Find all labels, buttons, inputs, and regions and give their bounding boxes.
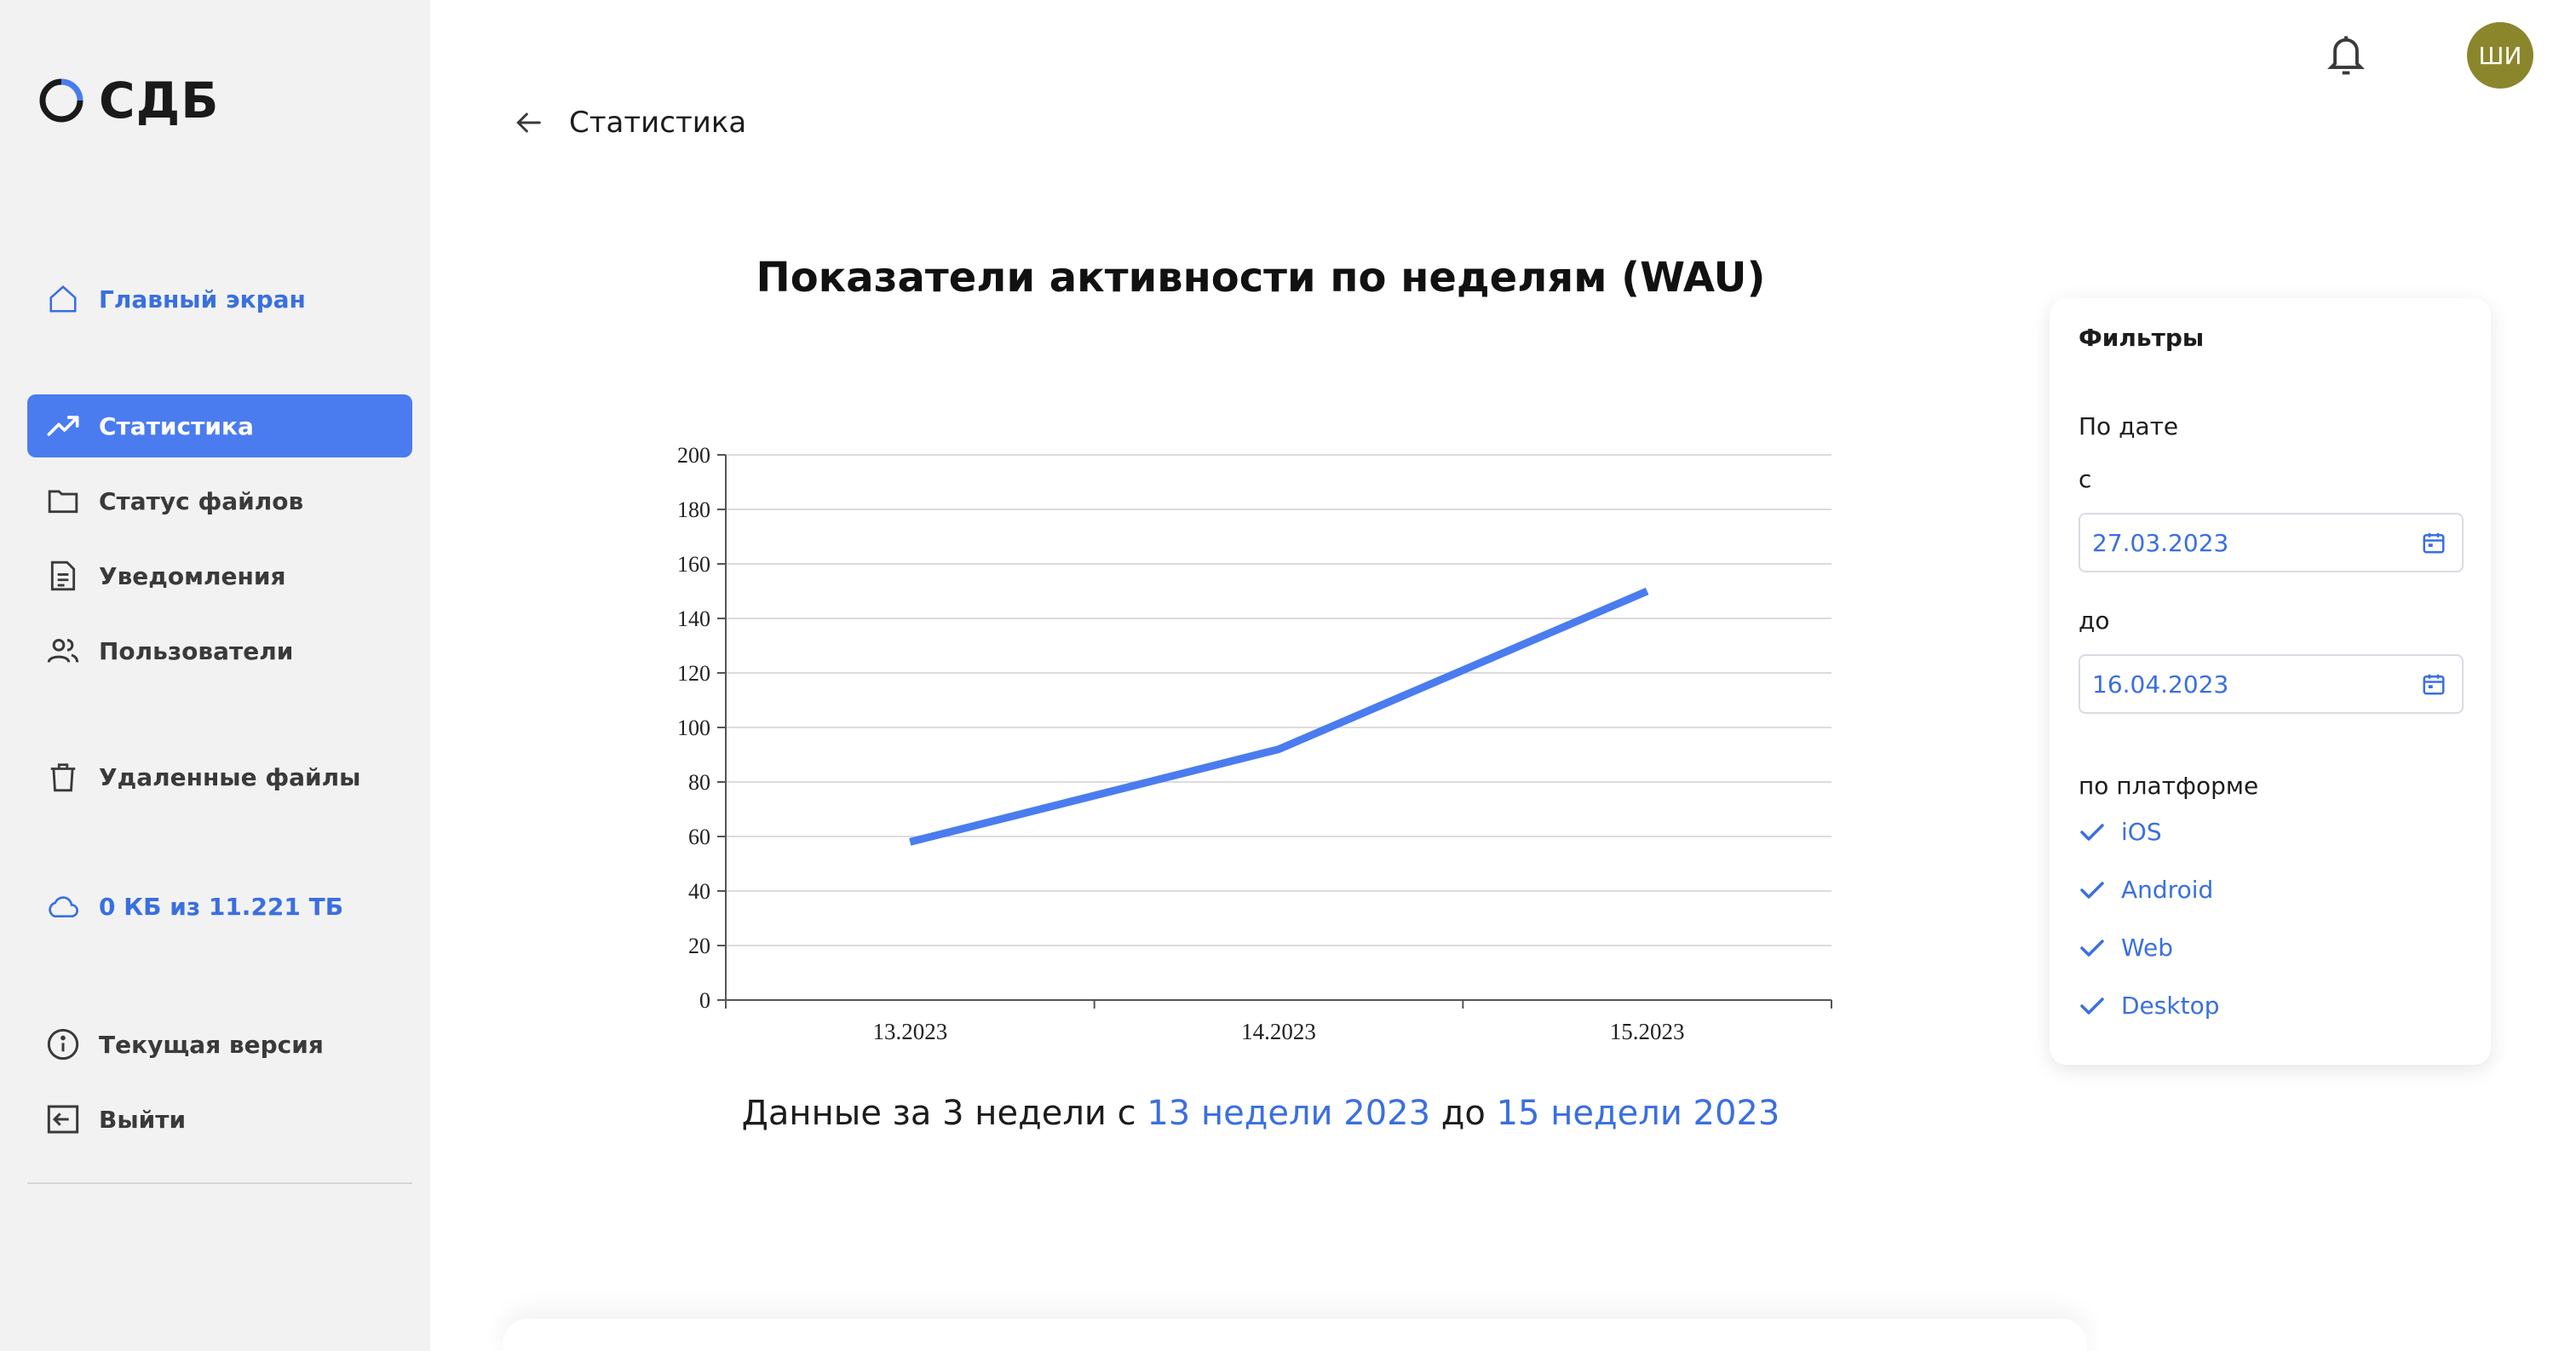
y-tick-label: 100: [677, 716, 710, 740]
platform-label: Web: [2121, 934, 2174, 962]
document-icon: [46, 559, 80, 593]
cloud-icon: [46, 889, 80, 923]
wau-line-chart: 0 20 40 60 80 100 120 140 160 180 200 13.2023 14.202…: [677, 443, 1832, 1044]
y-tick-label: 180: [677, 497, 710, 522]
calendar-icon[interactable]: [2421, 530, 2447, 555]
date-to-value: 16.04.2023: [2092, 670, 2229, 698]
sidebar-item-users[interactable]: Пользователи: [27, 619, 412, 682]
sidebar-item-logout[interactable]: Выйти: [27, 1088, 412, 1151]
sidebar-item-label: Удаленные файлы: [99, 762, 361, 791]
filters-panel: Фильтры По дате с 27.03.2023 до 16.04.20…: [2050, 298, 2491, 1065]
sidebar-item-label: Пользователи: [99, 636, 294, 665]
y-tick-label: 120: [677, 661, 710, 686]
info-icon: [46, 1027, 80, 1061]
y-tick-label: 0: [699, 988, 710, 1013]
check-icon: [2080, 823, 2104, 841]
sidebar-item-label: Статус файлов: [99, 486, 304, 515]
y-tick-label: 20: [688, 934, 710, 958]
platform-android-option[interactable]: Android: [2079, 876, 2213, 904]
sidebar-item-home[interactable]: Главный экран: [27, 267, 412, 331]
platform-web-option[interactable]: Web: [2079, 934, 2173, 962]
chart-title: Показатели активности по неделям (WAU): [756, 254, 1766, 302]
page-title: Статистика: [569, 106, 747, 140]
calendar-icon[interactable]: [2421, 671, 2447, 697]
summary-text: Данные за 3 недели с: [741, 1094, 1147, 1133]
sidebar-item-label: Уведомления: [99, 561, 286, 590]
sidebar-item-label: Главный экран: [99, 285, 306, 313]
filter-by-platform-label: по платформе: [2079, 772, 2259, 800]
avatar-initials: ШИ: [2478, 41, 2522, 70]
summary-from-link[interactable]: 13 недели 2023: [1147, 1094, 1431, 1133]
platform-desktop-option[interactable]: Desktop: [2079, 992, 2219, 1020]
back-button[interactable]: Статистика: [511, 106, 746, 140]
date-from-label: с: [2079, 465, 2092, 493]
sidebar-divider: [27, 1182, 412, 1184]
filter-by-date-label: По дате: [2079, 412, 2179, 440]
sidebar: СДБ Главный экран Статистика Статус файл…: [0, 0, 430, 1351]
notifications-button[interactable]: [2324, 31, 2368, 78]
sidebar-item-label: Выйти: [99, 1105, 187, 1134]
chart-summary: Данные за 3 недели с 13 недели 2023 до 1…: [647, 1094, 1874, 1133]
logo[interactable]: СДБ: [37, 72, 219, 129]
sidebar-item-deleted-files[interactable]: Удаленные файлы: [27, 745, 412, 808]
storage-usage: 0 КБ из 11.221 ТБ: [27, 875, 412, 938]
arrow-left-icon: [516, 112, 541, 133]
logo-icon: [39, 78, 83, 123]
x-tick-label: 15.2023: [1610, 1019, 1685, 1044]
trending-up-icon: [46, 409, 80, 443]
y-tick-label: 160: [677, 552, 710, 577]
sidebar-item-file-status[interactable]: Статус файлов: [27, 469, 412, 532]
date-to-field[interactable]: 16.04.2023: [2079, 654, 2464, 714]
sidebar-item-label: Текущая версия: [99, 1030, 324, 1059]
sidebar-item-current-version[interactable]: Текущая версия: [27, 1013, 412, 1076]
bell-icon: [2327, 36, 2365, 75]
platform-label: iOS: [2121, 818, 2162, 846]
trash-icon: [46, 760, 80, 794]
logout-icon: [46, 1102, 80, 1136]
check-icon: [2080, 939, 2104, 957]
date-from-field[interactable]: 27.03.2023: [2079, 513, 2464, 572]
storage-usage-label: 0 КБ из 11.221 ТБ: [99, 892, 344, 921]
y-tick-label: 200: [677, 443, 710, 468]
logo-text: СДБ: [99, 72, 220, 129]
home-icon: [46, 282, 80, 316]
date-to-label: до: [2079, 607, 2110, 635]
series-line: [909, 587, 1649, 846]
sidebar-item-notifications[interactable]: Уведомления: [27, 544, 412, 607]
summary-mid: до: [1430, 1094, 1497, 1133]
platform-label: Desktop: [2121, 992, 2220, 1020]
date-from-value: 27.03.2023: [2092, 528, 2229, 557]
y-tick-label: 60: [688, 825, 710, 849]
sidebar-item-label: Статистика: [99, 411, 254, 440]
y-tick-label: 80: [688, 770, 710, 795]
users-icon: [46, 634, 80, 668]
y-tick-label: 140: [677, 607, 710, 631]
bottom-card-edge: [503, 1319, 2087, 1351]
folder-icon: [46, 484, 80, 518]
platform-label: Android: [2121, 876, 2214, 904]
summary-to-link[interactable]: 15 недели 2023: [1496, 1094, 1780, 1133]
x-tick-label: 14.2023: [1241, 1019, 1316, 1044]
platform-ios-option[interactable]: iOS: [2079, 818, 2162, 846]
x-tick-label: 13.2023: [872, 1019, 947, 1044]
y-tick-label: 40: [688, 879, 710, 904]
check-icon: [2080, 997, 2104, 1015]
sidebar-item-statistics[interactable]: Статистика: [27, 394, 412, 457]
check-icon: [2080, 881, 2104, 899]
filters-title: Фильтры: [2079, 324, 2205, 352]
avatar[interactable]: ШИ: [2467, 22, 2533, 89]
